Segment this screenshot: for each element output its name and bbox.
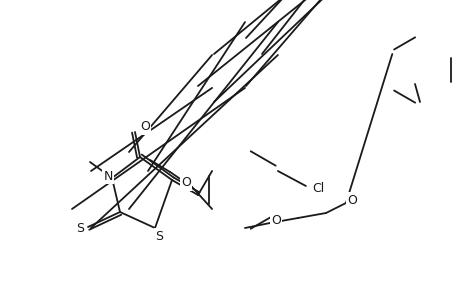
Text: N: N bbox=[103, 169, 112, 182]
Text: S: S bbox=[155, 230, 162, 242]
Text: Cl: Cl bbox=[311, 182, 323, 196]
Text: O: O bbox=[140, 121, 150, 134]
Text: O: O bbox=[346, 194, 356, 206]
Text: S: S bbox=[76, 223, 84, 236]
Text: O: O bbox=[270, 214, 280, 226]
Text: O: O bbox=[181, 176, 190, 190]
